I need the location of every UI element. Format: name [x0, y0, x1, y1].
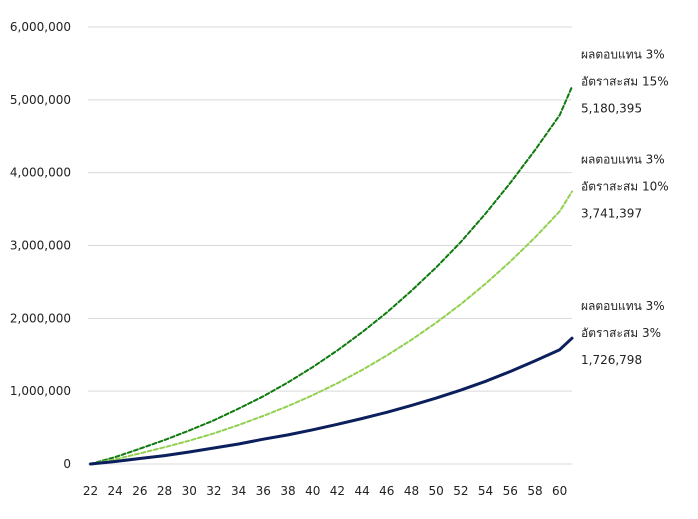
x-tick-label: 44 — [354, 484, 369, 498]
series-annotation-line: ผลตอบแทน 3% — [581, 48, 665, 62]
x-tick-label: 56 — [503, 484, 518, 498]
x-tick-label: 40 — [305, 484, 320, 498]
y-axis-tick-labels: 0 1,000,000 2,000,000 3,000,000 4,000,000 5,0… — [10, 20, 71, 471]
x-tick-label: 36 — [256, 484, 271, 498]
series-line — [89, 190, 573, 465]
series-annotation-line: ผลตอบแทน 3% — [581, 299, 665, 313]
y-tick-label: 3,000,000 — [10, 239, 71, 253]
x-tick-label: 48 — [404, 484, 419, 498]
series-annotation-line: 1,726,798 — [581, 353, 642, 367]
x-tick-label: 58 — [527, 484, 542, 498]
x-tick-label: 32 — [206, 484, 221, 498]
x-tick-label: 34 — [231, 484, 246, 498]
x-tick-label: 42 — [330, 484, 345, 498]
x-tick-label: 30 — [182, 484, 197, 498]
x-tick-label: 52 — [453, 484, 468, 498]
y-tick-label: 0 — [63, 457, 71, 471]
series-annotation-line: ผลตอบแทน 3% — [581, 153, 665, 167]
y-tick-label: 4,000,000 — [10, 166, 71, 180]
x-tick-label: 38 — [280, 484, 295, 498]
series-lines — [89, 85, 574, 466]
x-tick-label: 28 — [157, 484, 172, 498]
series-annotation-line: อัตราสะสม 10% — [581, 180, 669, 194]
y-tick-label: 5,000,000 — [10, 93, 71, 107]
series-annotation-line: 5,180,395 — [581, 102, 642, 116]
x-tick-label: 50 — [429, 484, 444, 498]
series-annotation-line: อัตราสะสม 3% — [581, 326, 661, 340]
series-line — [89, 336, 574, 466]
x-tick-label: 60 — [552, 484, 567, 498]
x-tick-label: 54 — [478, 484, 493, 498]
x-tick-label: 24 — [108, 484, 123, 498]
x-axis-tick-labels: 22 24 26 28 30 32 34 36 38 40 42 44 46 48 50 52 54 56 58 60 — [83, 484, 567, 498]
x-tick-label: 22 — [83, 484, 98, 498]
y-tick-label: 1,000,000 — [10, 384, 71, 398]
series-annotation-line: อัตราสะสม 15% — [581, 75, 669, 89]
series-line — [89, 85, 573, 465]
gridlines — [88, 26, 572, 465]
series-annotation-line: 3,741,397 — [581, 207, 642, 221]
annotations: ผลตอบแทน 3% อัตราสะสม 15% 5,180,395 ผลตอบแท… — [581, 48, 669, 368]
y-tick-label: 6,000,000 — [10, 20, 71, 34]
x-tick-label: 46 — [379, 484, 394, 498]
y-tick-label: 2,000,000 — [10, 311, 71, 325]
x-tick-label: 26 — [132, 484, 147, 498]
